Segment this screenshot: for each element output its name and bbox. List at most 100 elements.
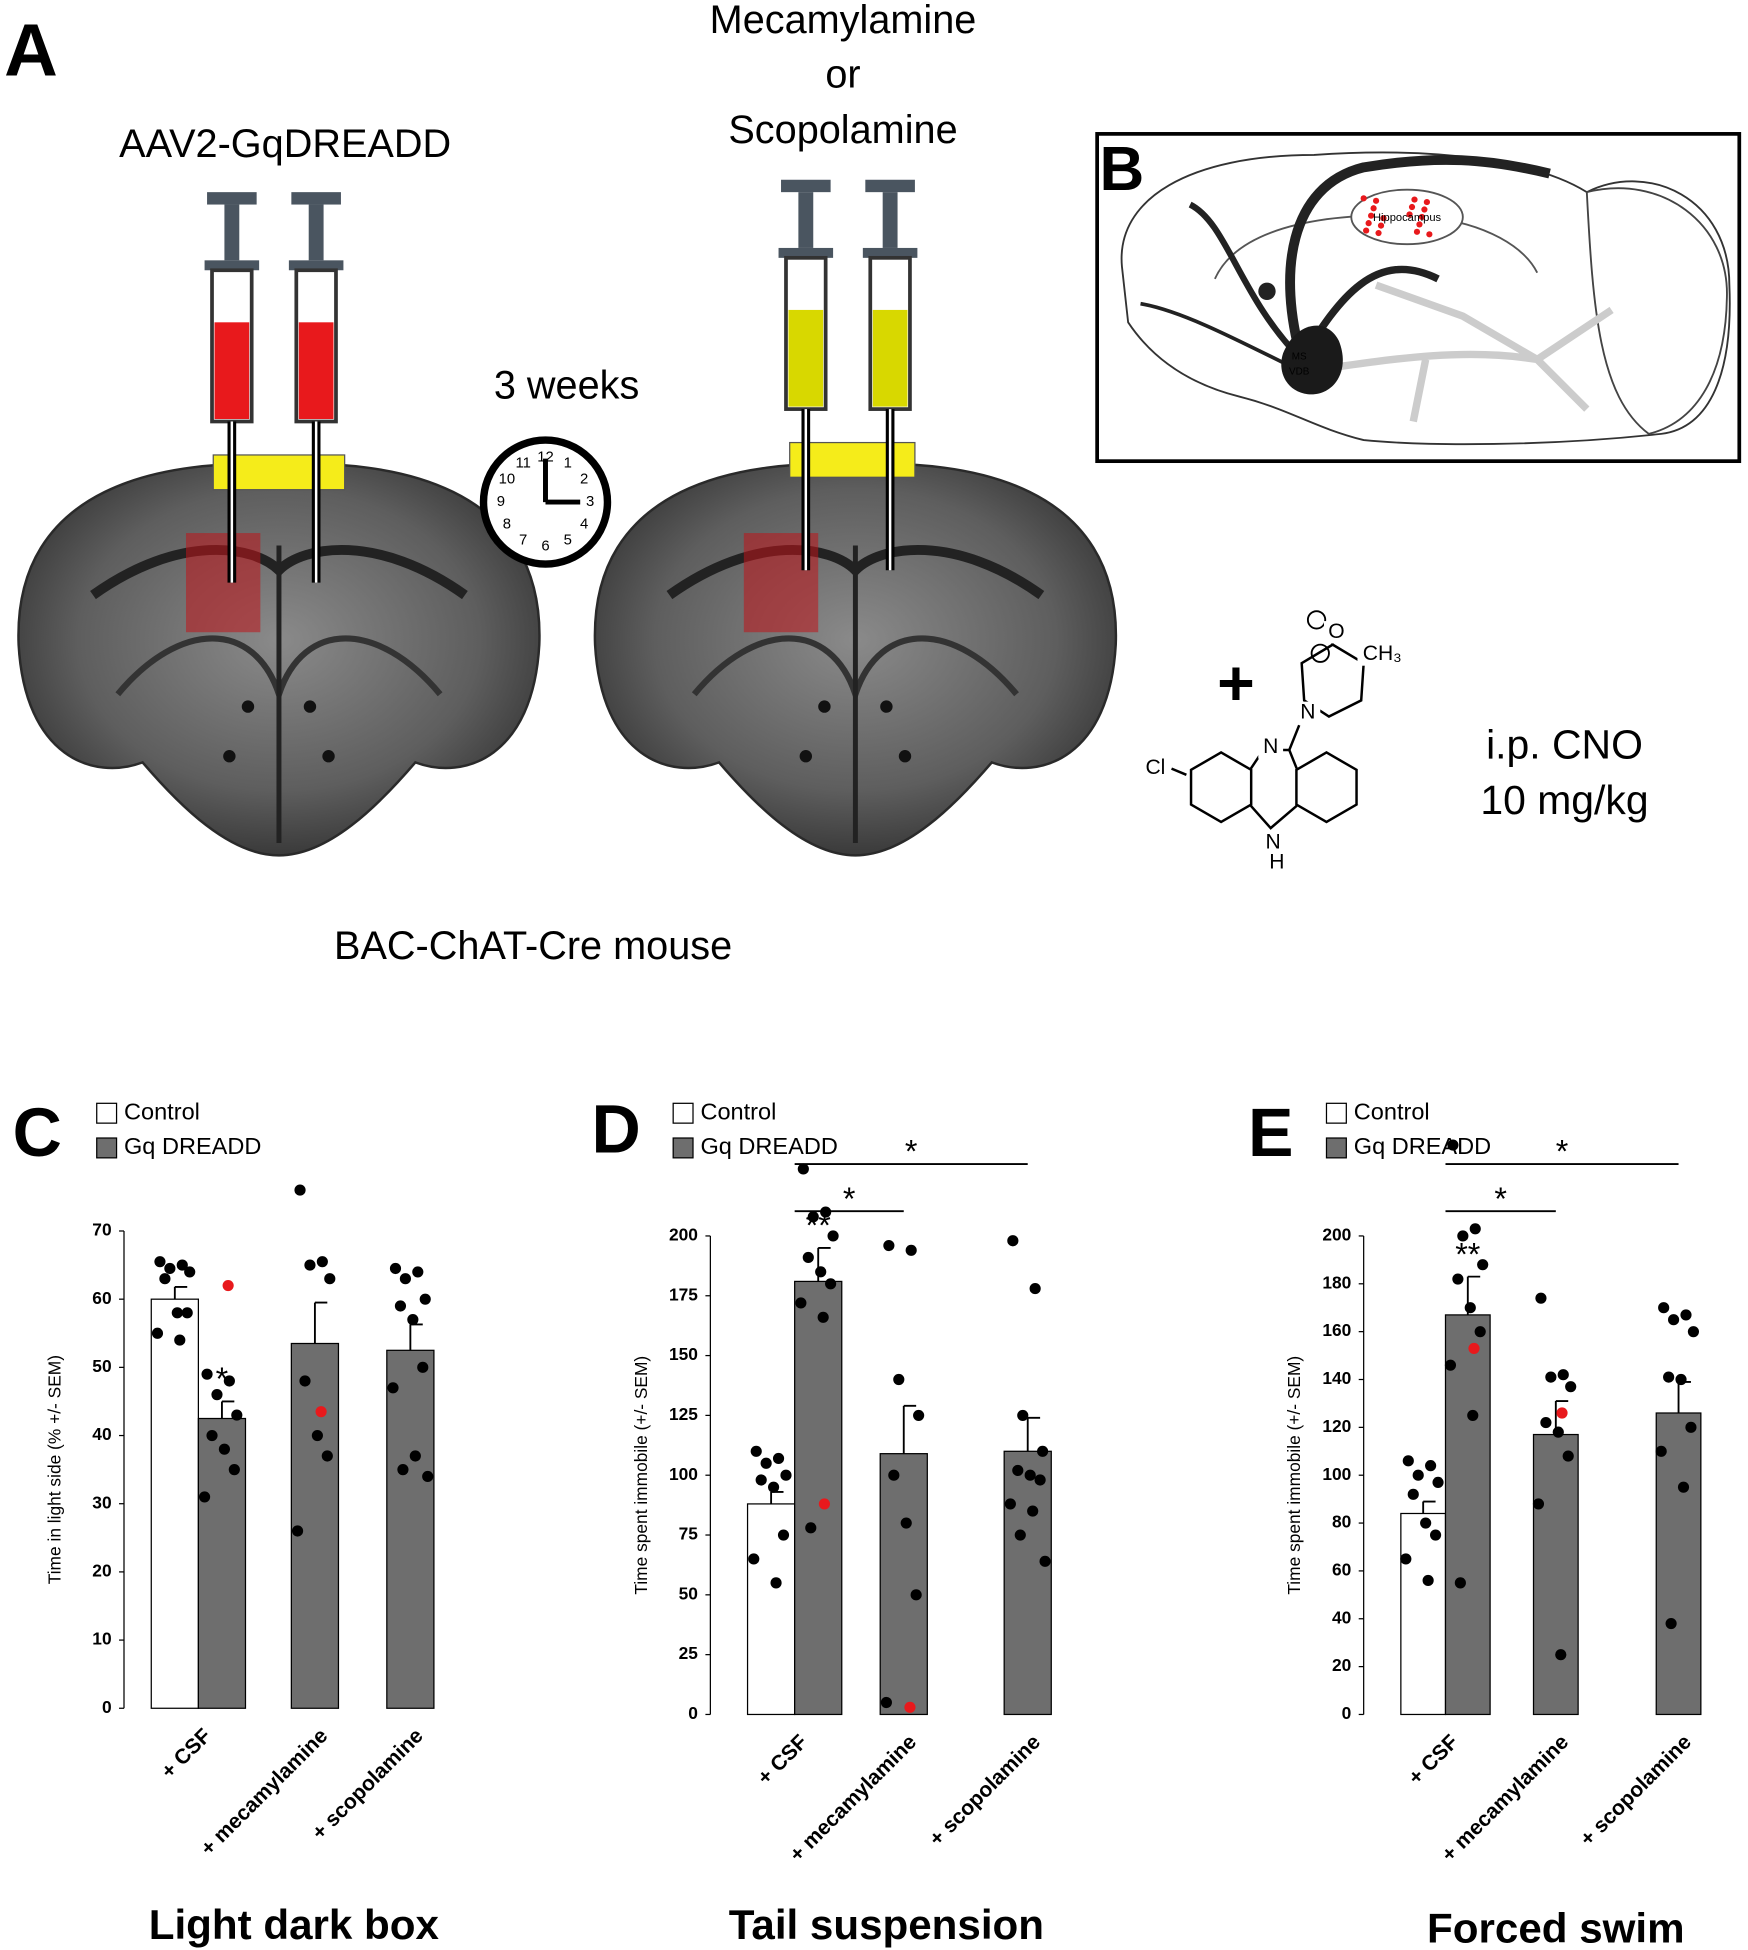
data-point [304, 1259, 316, 1271]
data-point [407, 1314, 419, 1326]
bar [290, 1342, 340, 1709]
drug-label: or [825, 52, 860, 96]
data-point [1412, 1469, 1424, 1481]
data-point [768, 1481, 780, 1493]
virus-label: AAV2-GqDREADD [119, 122, 451, 166]
bar [879, 1453, 928, 1716]
region-label: Hippocampus [1373, 212, 1442, 224]
significance-marker: * [1494, 1181, 1507, 1217]
legend-swatch [1325, 1137, 1347, 1159]
legend-swatch [672, 1102, 694, 1124]
y-tick-label: 120 [1322, 1416, 1351, 1436]
y-tick-label: 200 [669, 1225, 698, 1245]
data-point [900, 1517, 912, 1529]
data-point [1027, 1505, 1039, 1517]
cno-dose: 10 mg/kg [1480, 777, 1648, 823]
plunger-cap [781, 179, 831, 193]
panel-letter: C [13, 1095, 62, 1171]
data-point [748, 1553, 760, 1565]
fluid [788, 309, 824, 407]
y-tick-label: 175 [669, 1284, 698, 1304]
data-point [1685, 1421, 1697, 1433]
atom-bg [1258, 736, 1284, 759]
bar [1532, 1433, 1579, 1716]
mouse-label: BAC-ChAT-Cre mouse [334, 924, 732, 968]
data-point [417, 1361, 429, 1373]
clock-number: 1 [564, 455, 572, 471]
data-point [223, 1375, 235, 1387]
virus-expression [185, 533, 261, 633]
data-point [1429, 1529, 1442, 1541]
data-point [171, 1307, 183, 1319]
error-bar [1026, 1416, 1041, 1452]
panel-letter: B [1100, 135, 1145, 204]
data-point [815, 1266, 827, 1278]
highlight-point [818, 1498, 830, 1510]
plunger-rod [798, 192, 814, 248]
data-point [807, 1211, 819, 1223]
significance-marker: ** [1455, 1236, 1481, 1272]
data-point [154, 1256, 166, 1268]
neuron-dot [1413, 228, 1421, 235]
data-point [1562, 1450, 1574, 1462]
drug-label: Mecamylamine [710, 0, 977, 42]
panel-letter: A [4, 8, 58, 91]
brain-detail [303, 700, 317, 713]
atom-bg [1264, 851, 1290, 874]
nucleus-label: MS [1292, 352, 1307, 363]
plunger-flange [862, 247, 918, 258]
data-point [1454, 1577, 1466, 1589]
cno-route: i.p. CNO [1486, 721, 1643, 767]
significance-marker: * [843, 1181, 856, 1217]
data-point [394, 1300, 407, 1312]
significance-marker: * [905, 1134, 918, 1170]
data-point [1467, 1409, 1479, 1421]
data-point [228, 1464, 240, 1476]
delay-label: 3 weeks [494, 364, 639, 408]
atom-bg [1143, 757, 1168, 780]
error-bar [1422, 1500, 1436, 1514]
data-point [1420, 1517, 1432, 1529]
significance-marker: * [1556, 1134, 1569, 1170]
data-point [1029, 1283, 1041, 1295]
atom-bg [1295, 701, 1321, 724]
data-point [1012, 1464, 1024, 1476]
y-tick-label: 0 [688, 1703, 698, 1723]
nucleus [1258, 282, 1276, 300]
data-point [1444, 1359, 1457, 1371]
brain-detail [223, 750, 236, 763]
ms-vdb [1281, 325, 1343, 395]
data-point [1447, 1139, 1459, 1151]
data-point [910, 1589, 922, 1601]
plunger-rod [224, 204, 240, 261]
data-point [1565, 1381, 1577, 1393]
data-point [1004, 1498, 1016, 1510]
atom-bg [1324, 621, 1349, 644]
significance-marker: * [216, 1361, 229, 1397]
data-point [199, 1491, 211, 1503]
data-point [1675, 1373, 1687, 1386]
data-point [1469, 1223, 1481, 1235]
data-point [201, 1368, 213, 1380]
charge [1310, 643, 1330, 663]
y-tick-label: 25 [679, 1643, 699, 1663]
data-point [777, 1529, 790, 1541]
data-point [795, 1297, 807, 1309]
chart-title: Forced swim [1427, 1905, 1685, 1950]
y-axis-label: Time spent immobile (+/- SEM) [1284, 1356, 1304, 1595]
data-point [1555, 1649, 1567, 1661]
data-point [294, 1184, 306, 1196]
data-point [1425, 1460, 1437, 1472]
bar [150, 1298, 199, 1709]
nucleus-label: VDB [1289, 367, 1310, 378]
y-tick-label: 80 [1332, 1512, 1351, 1532]
data-point [316, 1256, 328, 1268]
data-point [805, 1522, 817, 1534]
legend-swatch [672, 1137, 694, 1159]
y-tick-label: 100 [1322, 1464, 1351, 1484]
highlight-point [1556, 1407, 1568, 1419]
legend-label: Control [1354, 1098, 1430, 1124]
y-tick-label: 30 [92, 1492, 111, 1512]
legend-label: Gq DREADD [1354, 1133, 1491, 1159]
